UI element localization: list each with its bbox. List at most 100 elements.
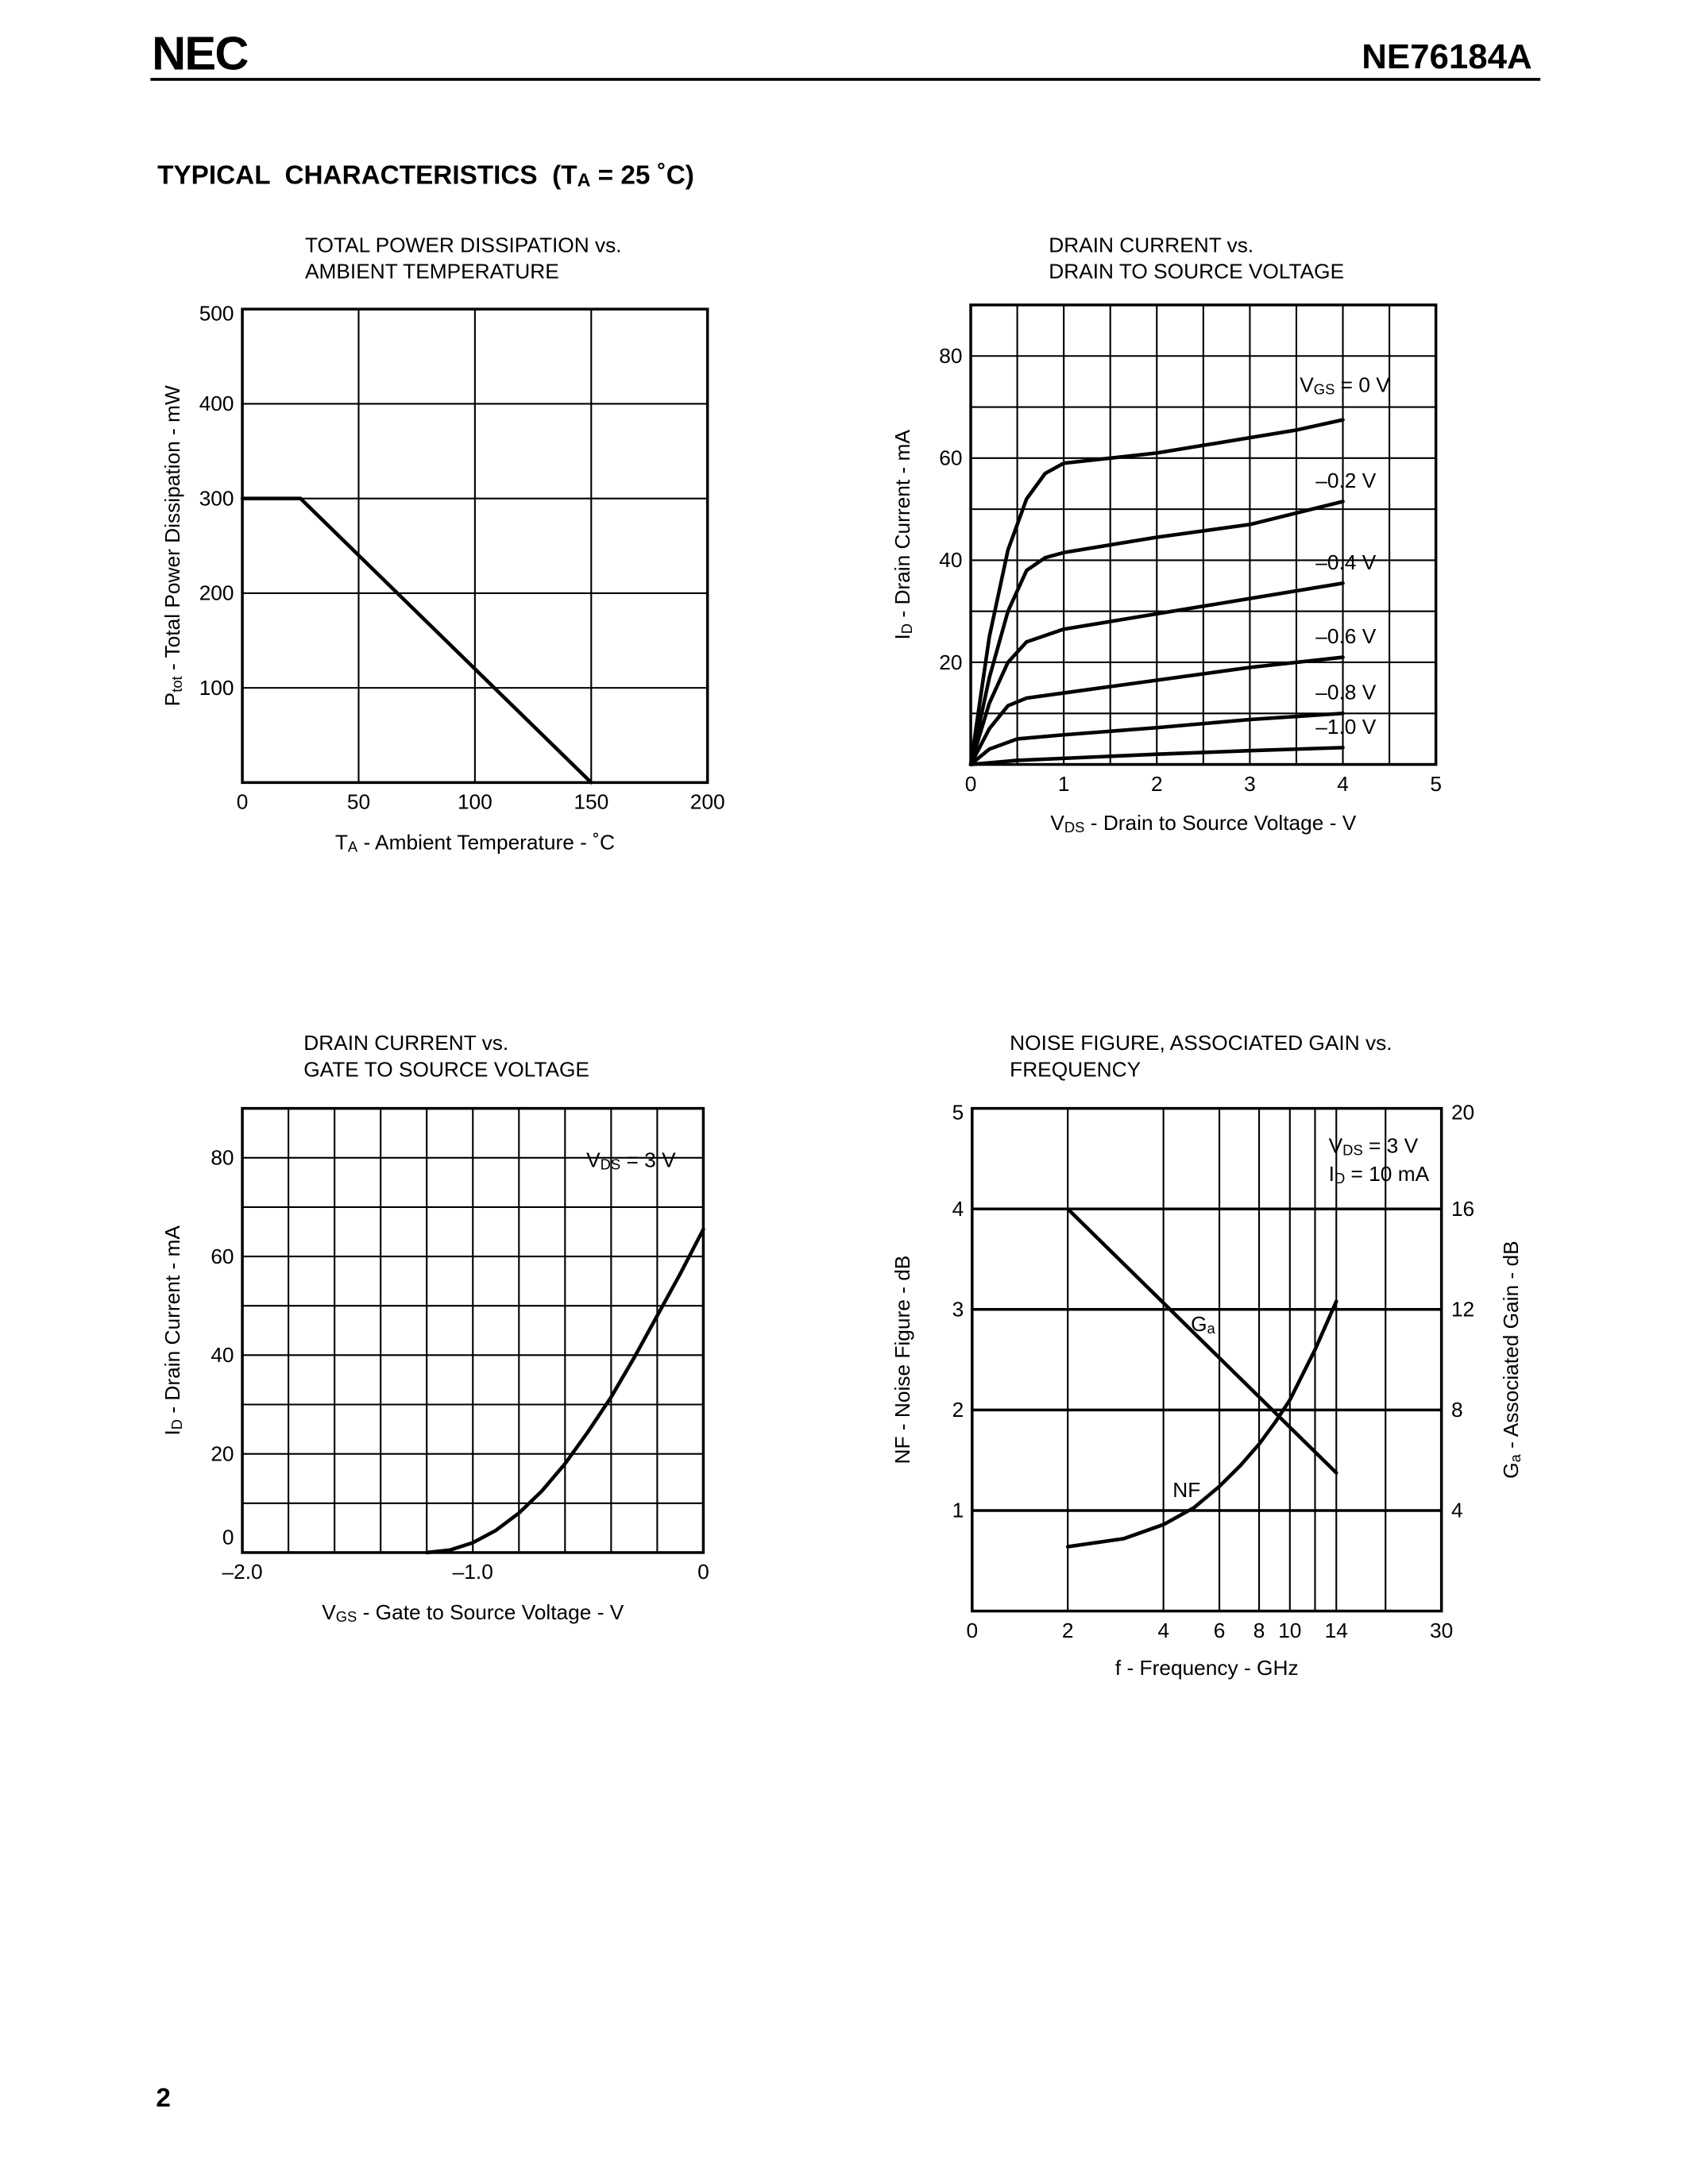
text-segment: I — [160, 1430, 184, 1435]
y2-tick-label: 8 — [1451, 1398, 1463, 1422]
data-line — [968, 500, 1345, 766]
text-segment: = 0 V — [1335, 373, 1390, 397]
data-line — [1065, 1206, 1338, 1475]
y-tick-label: 100 — [199, 676, 234, 700]
y-tick-label: 40 — [211, 1343, 234, 1367]
chart-title: NOISE FIGURE, ASSOCIATED GAIN vs. — [1010, 1031, 1392, 1055]
y-tick-label: 40 — [939, 548, 962, 572]
y2-tick-label: 20 — [1451, 1101, 1474, 1125]
y2-tick-label: 12 — [1451, 1298, 1474, 1322]
text-segment: I — [1329, 1162, 1335, 1186]
text-segment: DS — [601, 1156, 621, 1172]
section-title: TYPICAL CHARACTERISTICS (TA = 25 ˚C) — [157, 160, 694, 190]
x-tick-label: 10 — [1278, 1619, 1301, 1642]
x-tick-label: –1.0 — [453, 1560, 493, 1584]
y-tick-label: 20 — [939, 650, 962, 674]
logo: NEC — [152, 27, 248, 80]
x-tick-label: –2.0 — [222, 1560, 262, 1584]
x-tick-label: 4 — [1337, 772, 1349, 796]
chart-title: DRAIN CURRENT vs. — [303, 1031, 508, 1055]
plot-frame — [241, 1106, 705, 1554]
text-segment: V — [322, 1600, 336, 1624]
text-segment: a — [1207, 1320, 1216, 1337]
y-tick-label: 400 — [199, 392, 234, 415]
x-tick-label: 1 — [1058, 772, 1070, 796]
chart-title: FREQUENCY — [1010, 1057, 1141, 1081]
text-segment: TYPICAL CHARACTERISTICS (T — [157, 160, 577, 190]
text-segment: G — [1499, 1462, 1523, 1478]
series-label: VGS = 0 V — [1300, 373, 1390, 398]
text-segment: - Drain Current - mA — [890, 430, 914, 623]
text-segment: I — [890, 634, 914, 639]
y-tick-label: 60 — [939, 446, 962, 470]
data-line — [424, 1227, 705, 1555]
text-segment: tot — [168, 676, 185, 692]
y-tick-label: 60 — [211, 1244, 234, 1268]
text-segment: - Total Power Dissipation - mW — [160, 385, 184, 676]
text-segment: A — [577, 170, 591, 191]
y-tick-label: 80 — [211, 1146, 234, 1170]
y-tick-label: 200 — [199, 581, 234, 605]
annotation: VDS = 3 V — [1329, 1134, 1419, 1159]
plot-frame — [971, 1106, 1443, 1613]
text-segment: A — [348, 838, 358, 855]
text-segment: - Ambient Temperature - ˚C — [357, 831, 615, 855]
text-segment: G — [1191, 1312, 1207, 1336]
x-tick-label: 8 — [1253, 1619, 1265, 1642]
text-segment: - Drain Current - mA — [160, 1225, 184, 1419]
x-tick-label: 4 — [1157, 1619, 1169, 1642]
x-tick-label: 0 — [965, 772, 977, 796]
data-line — [240, 496, 593, 785]
series-label: –0.4 V — [1315, 550, 1376, 574]
text-segment: T — [335, 831, 348, 855]
text-segment: V — [1300, 373, 1314, 397]
chart-title: TOTAL POWER DISSIPATION vs. — [305, 233, 622, 257]
chart-title: DRAIN TO SOURCE VOLTAGE — [1049, 260, 1344, 284]
y-axis-label: NF - Noise Figure - dB — [890, 1256, 914, 1464]
annotation: VDS = 3 V — [586, 1148, 676, 1172]
y-tick-label: 1 — [952, 1499, 964, 1522]
x-axis-label: VGS - Gate to Source Voltage - V — [322, 1600, 624, 1625]
part-number: NE76184A — [1362, 37, 1532, 76]
x-tick-label: 0 — [697, 1560, 709, 1584]
x-axis-label: VDS - Drain to Source Voltage - V — [1050, 811, 1356, 835]
y-tick-label: 5 — [952, 1101, 964, 1125]
text-segment: V — [1050, 811, 1064, 835]
y-tick-label: 500 — [199, 301, 234, 325]
x-tick-label: 50 — [347, 790, 370, 814]
x-tick-label: 0 — [237, 790, 249, 814]
data-line — [968, 418, 1345, 766]
chart-title: GATE TO SOURCE VOLTAGE — [303, 1057, 589, 1081]
y-tick-label: 3 — [952, 1298, 964, 1322]
data-line — [968, 655, 1345, 766]
x-tick-label: 14 — [1325, 1619, 1348, 1642]
x-tick-label: 200 — [690, 790, 725, 814]
text-segment: GS — [1314, 380, 1335, 397]
text-segment: - Drain to Source Voltage - V — [1084, 811, 1356, 835]
y-tick-label: 4 — [952, 1197, 964, 1221]
y-axis-label: Ptot - Total Power Dissipation - mW — [160, 385, 185, 706]
text-segment: D — [168, 1419, 185, 1430]
text-segment: DS — [1342, 1141, 1363, 1158]
y-axis-label: ID - Drain Current - mA — [890, 430, 915, 640]
text-segment: GS — [336, 1608, 357, 1625]
y-axis-label: ID - Drain Current - mA — [160, 1225, 185, 1436]
y2-axis-label: Ga - Associated Gain - dB — [1499, 1241, 1524, 1478]
y2-tick-label: 16 — [1451, 1197, 1474, 1221]
series-label: NF — [1172, 1478, 1200, 1502]
y-tick-label: 20 — [211, 1441, 234, 1465]
series-label: –0.6 V — [1315, 624, 1376, 648]
y-tick-label: 0 — [222, 1525, 234, 1549]
x-axis-label: TA - Ambient Temperature - ˚C — [335, 831, 615, 855]
x-tick-label: 2 — [1151, 772, 1163, 796]
plot-frame — [241, 307, 709, 785]
text-segment: = 3 V — [1363, 1134, 1419, 1158]
x-tick-label: 2 — [1062, 1619, 1074, 1642]
x-tick-label: 0 — [966, 1619, 978, 1642]
data-line — [968, 746, 1345, 766]
text-segment: - Associated Gain - dB — [1499, 1241, 1523, 1454]
data-line — [1065, 1299, 1338, 1549]
page-content: NEC NE76184A 2 TYPICAL CHARACTERISTICS (… — [150, 27, 1541, 2113]
